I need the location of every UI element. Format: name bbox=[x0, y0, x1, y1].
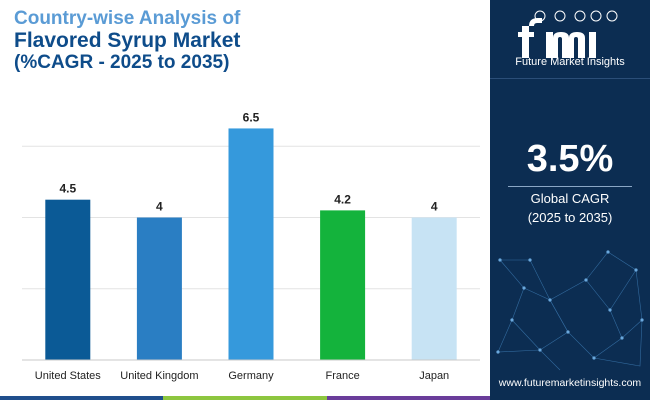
fmi-logo bbox=[518, 10, 618, 58]
bar-japan bbox=[411, 217, 457, 360]
x-tick-labels: United States United Kingdom Germany France… bbox=[35, 370, 449, 382]
divider bbox=[490, 78, 650, 79]
brand-name: Future Market Insights bbox=[515, 56, 625, 68]
bar-united-states bbox=[45, 199, 91, 360]
value-label: 4.2 bbox=[334, 192, 351, 206]
x-tick-label: Germany bbox=[228, 370, 274, 382]
value-label: 4.5 bbox=[59, 182, 76, 196]
title-line-2: Flavored Syrup Market bbox=[14, 29, 241, 52]
bar-germany bbox=[228, 128, 274, 360]
cagr-label-line-1: Global CAGR bbox=[530, 191, 610, 206]
x-tick-label: United Kingdom bbox=[120, 370, 198, 382]
value-label: 6.5 bbox=[243, 110, 260, 124]
value-divider bbox=[508, 186, 632, 187]
bars bbox=[45, 128, 457, 360]
value-label: 4 bbox=[156, 200, 163, 214]
global-cagr-value: 3.5% bbox=[526, 138, 614, 180]
x-tick-label: Japan bbox=[419, 370, 449, 382]
title-line-1: Country-wise Analysis of bbox=[14, 8, 241, 29]
sidebar-panel: Future Market Insights 3.5% Global CAGR … bbox=[490, 0, 650, 400]
website-url: www.futuremarketinsights.com bbox=[498, 377, 642, 389]
global-cagr-label: Global CAGR (2025 to 2035) bbox=[490, 189, 650, 227]
chart-title: Country-wise Analysis of Flavored Syrup … bbox=[14, 8, 240, 73]
x-tick-label: United States bbox=[35, 370, 102, 382]
value-label: 4 bbox=[431, 200, 438, 214]
x-tick-label: France bbox=[325, 370, 359, 382]
bottom-color-bar bbox=[0, 396, 490, 400]
bottom-bar-segment bbox=[326, 396, 490, 400]
bar-france bbox=[320, 210, 366, 360]
cagr-label-line-2: (2025 to 2035) bbox=[527, 210, 613, 225]
bar-chart: 4.5 4 6.5 4.2 4 United States United Kingdom G… bbox=[22, 110, 480, 382]
title-line-3: (%CAGR - 2025 to 2035) bbox=[14, 52, 230, 73]
value-labels: 4.5 4 6.5 4.2 4 bbox=[59, 110, 437, 213]
network-decoration-graphic bbox=[496, 250, 644, 371]
bottom-bar-segment bbox=[163, 396, 327, 400]
bottom-bar-segment bbox=[0, 396, 164, 400]
bar-united-kingdom bbox=[136, 217, 182, 360]
